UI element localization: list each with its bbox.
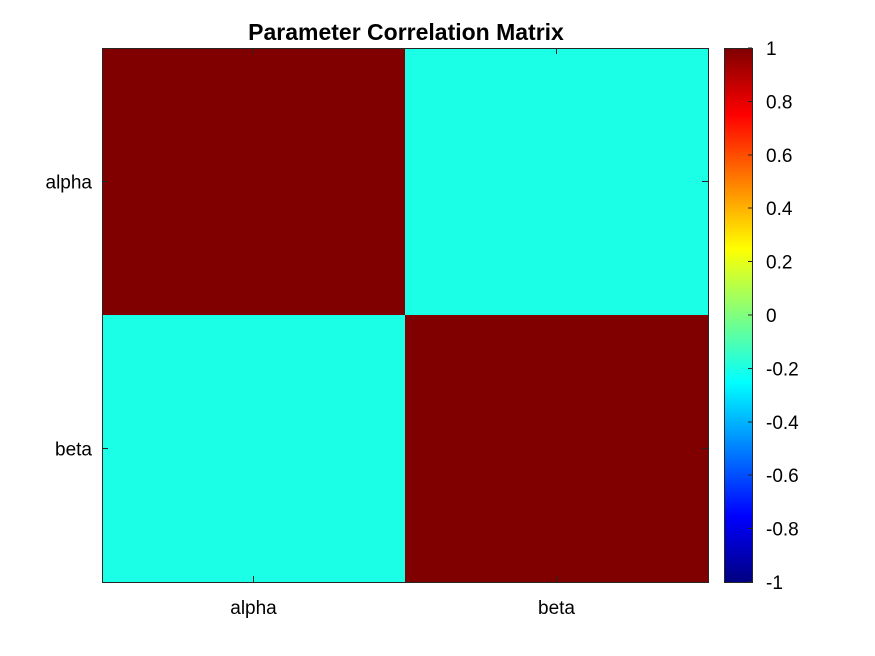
y-axis-ticks: alpha beta	[46, 173, 708, 461]
y-tick-label-alpha: alpha	[46, 173, 93, 194]
colorbar-tick-label: -0.8	[766, 520, 799, 541]
colorbar-tick-label: 0.2	[766, 253, 792, 274]
colorbar-tick-label: 0.4	[766, 199, 793, 220]
heatmap-cells	[102, 48, 709, 583]
heatmap-cell-beta-beta	[405, 315, 709, 583]
plot-frame	[102, 48, 709, 583]
x-tick-label-beta: beta	[538, 598, 575, 619]
colorbar-frame	[724, 48, 753, 583]
y-tick-label-beta: beta	[55, 440, 92, 461]
colorbar-tick-label: -1	[766, 573, 783, 594]
colorbar-tick-label: -0.4	[766, 413, 799, 434]
x-axis-ticks: alpha beta	[230, 48, 575, 619]
colorbar-tick-label: 1	[766, 39, 777, 60]
colorbar-tick-label: -0.6	[766, 466, 799, 487]
colorbar-ticks: 1 0.8 0.6 0.4 0.2 0 -0.2 -0.4 -0.6 -0.8 -1	[748, 39, 799, 594]
colorbar-tick-label: 0.8	[766, 92, 792, 113]
colorbar-tick-label: -0.2	[766, 359, 799, 380]
heatmap-cell-alpha-beta	[405, 48, 709, 316]
x-tick-label-alpha: alpha	[230, 598, 277, 619]
colorbar-tick-label: 0	[766, 306, 777, 327]
heatmap-cell-alpha-alpha	[102, 48, 406, 316]
colorbar	[725, 48, 752, 583]
chart-title: Parameter Correlation Matrix	[248, 19, 564, 45]
colorbar-tick-label: 0.6	[766, 146, 792, 167]
heatmap-cell-beta-alpha	[102, 315, 406, 583]
